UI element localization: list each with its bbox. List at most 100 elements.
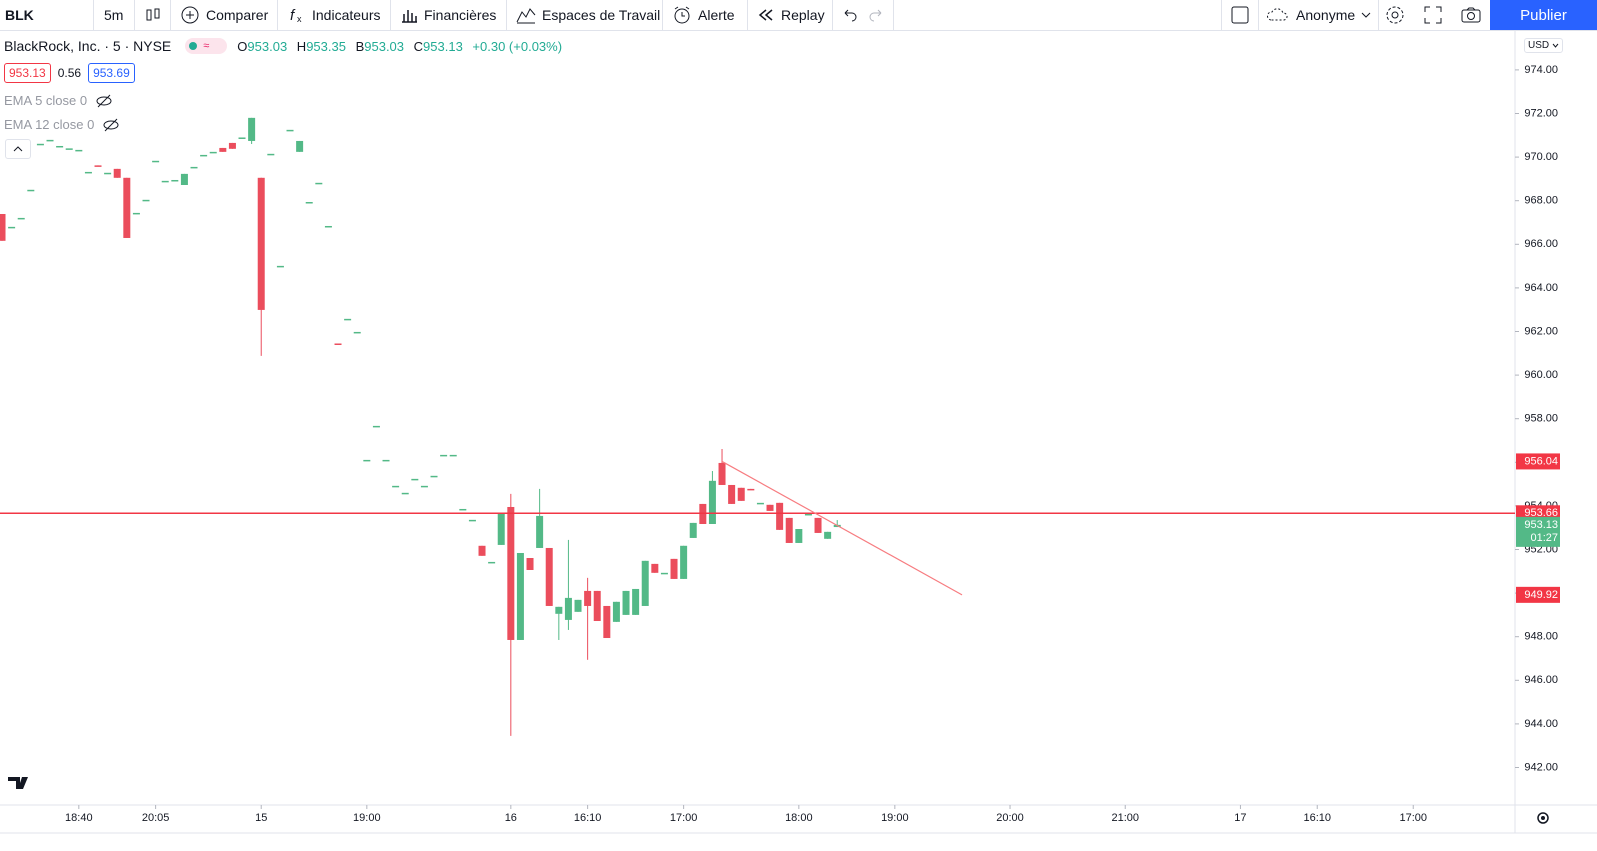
settings-button[interactable] bbox=[1384, 0, 1406, 30]
alert-button[interactable]: Alerte bbox=[672, 0, 735, 30]
financials-button[interactable]: Financières bbox=[400, 0, 496, 30]
indicators-label: Indicateurs bbox=[312, 7, 381, 23]
ask-button[interactable]: 953.69 bbox=[88, 63, 135, 83]
candle-body bbox=[238, 137, 246, 139]
x-tick-label: 15 bbox=[255, 812, 267, 824]
candle-body bbox=[536, 515, 544, 548]
candle-body bbox=[142, 199, 150, 202]
y-tick-label: 966.00 bbox=[1524, 238, 1558, 250]
candle-body bbox=[286, 129, 294, 132]
candle-body bbox=[65, 148, 73, 150]
y-tick-label: 958.00 bbox=[1524, 413, 1558, 425]
candle-body bbox=[420, 485, 428, 488]
interval[interactable]: 5m bbox=[104, 7, 124, 23]
y-tick-label: 972.00 bbox=[1524, 107, 1558, 119]
candle-body bbox=[545, 547, 553, 606]
candle-body bbox=[27, 189, 35, 192]
market-status[interactable]: ≈ bbox=[185, 38, 228, 54]
candle-body bbox=[468, 519, 476, 522]
quote-row: 953.13 0.56 953.69 bbox=[4, 63, 135, 83]
currency-button[interactable]: USD bbox=[1524, 38, 1564, 53]
candle-body bbox=[584, 590, 592, 606]
publish-button[interactable]: Publier bbox=[1490, 0, 1597, 30]
svg-text:f: f bbox=[290, 7, 296, 24]
x-tick-label: 20:05 bbox=[142, 812, 170, 824]
candle-body bbox=[497, 513, 505, 545]
candle-body bbox=[113, 168, 121, 178]
candle-body bbox=[632, 588, 640, 615]
x-tick-label: 20:00 bbox=[996, 812, 1024, 824]
candle-body bbox=[430, 475, 438, 478]
candle-body bbox=[804, 513, 812, 516]
candle-body bbox=[0, 213, 6, 241]
hidden-icon[interactable] bbox=[102, 118, 120, 132]
y-tick-label: 968.00 bbox=[1524, 195, 1558, 207]
ohlc: O953.03 H953.35 B953.03 C953.13 +0.30 (+… bbox=[237, 39, 568, 54]
candle-body bbox=[372, 425, 380, 428]
candle-body bbox=[747, 488, 755, 491]
compare-button[interactable]: Comparer bbox=[180, 0, 268, 30]
alert-label: Alerte bbox=[698, 7, 735, 23]
replay-button[interactable]: Replay bbox=[757, 0, 825, 30]
candle-body bbox=[603, 605, 611, 639]
price-tag: 949.92 bbox=[1524, 589, 1558, 601]
undo-button[interactable] bbox=[840, 0, 858, 30]
ohlc-key: B bbox=[355, 38, 365, 54]
last-price-bg bbox=[1516, 516, 1560, 547]
candle-body bbox=[651, 563, 659, 573]
separator bbox=[170, 0, 171, 30]
candle-body bbox=[564, 597, 572, 620]
candle-body bbox=[123, 177, 131, 238]
separator bbox=[277, 0, 278, 30]
candle-body bbox=[344, 318, 352, 321]
countdown: 01:27 bbox=[1530, 532, 1558, 544]
separator bbox=[506, 0, 507, 30]
legend-title: BlackRock, Inc. · 5 · NYSE bbox=[4, 38, 172, 54]
x-tick-label: 18:40 bbox=[65, 812, 93, 824]
fullscreen-button[interactable] bbox=[1423, 0, 1443, 30]
indicator-row: EMA 5 close 0 bbox=[4, 93, 113, 108]
y-tick-label: 944.00 bbox=[1524, 718, 1558, 730]
x-tick-label: 21:00 bbox=[1111, 812, 1139, 824]
price-tag-bg bbox=[1516, 586, 1560, 603]
account-button[interactable]: Anonyme bbox=[1266, 0, 1371, 30]
legend-header: BlackRock, Inc. · 5 · NYSE ≈ O953.03 H95… bbox=[4, 38, 568, 54]
candle-body bbox=[84, 171, 92, 174]
x-tick-label: 16 bbox=[505, 812, 517, 824]
redo-button[interactable] bbox=[868, 0, 886, 30]
snapshot-button[interactable] bbox=[1460, 0, 1482, 30]
settings-button[interactable] bbox=[1537, 812, 1549, 824]
workspaces-label: Espaces de Travail bbox=[542, 7, 661, 23]
candle-body bbox=[449, 454, 457, 457]
candle-body bbox=[574, 599, 582, 612]
indicators-button[interactable]: f x Indicateurs bbox=[288, 0, 380, 30]
candle-body bbox=[228, 142, 236, 149]
candle-body bbox=[334, 343, 342, 345]
layout-button[interactable] bbox=[1230, 0, 1250, 30]
bid-button[interactable]: 953.13 bbox=[4, 63, 51, 83]
collapse-legend-button[interactable] bbox=[5, 139, 31, 159]
workspaces-button[interactable]: Espaces de Travail bbox=[516, 0, 660, 30]
hidden-icon[interactable] bbox=[95, 94, 113, 108]
separator bbox=[747, 0, 748, 30]
candle-body bbox=[689, 522, 697, 538]
trend-line bbox=[721, 460, 963, 596]
candle-body bbox=[46, 139, 54, 142]
symbol[interactable]: BLK bbox=[5, 7, 34, 23]
candle-body bbox=[488, 561, 496, 564]
candle-body bbox=[680, 545, 688, 579]
last-price: 953.13 bbox=[1524, 519, 1558, 531]
ohlc-key: H bbox=[296, 38, 307, 54]
candle-body bbox=[305, 202, 313, 204]
y-tick-label: 948.00 bbox=[1524, 631, 1558, 643]
x-tick-label: 19:00 bbox=[881, 812, 909, 824]
financials-label: Financières bbox=[424, 7, 497, 23]
x-tick-label: 17 bbox=[1234, 812, 1246, 824]
chart-type-button[interactable] bbox=[144, 0, 162, 30]
y-tick-label: 974.00 bbox=[1524, 64, 1558, 76]
candle-body bbox=[94, 165, 102, 167]
candle-body bbox=[507, 506, 515, 640]
candle-body bbox=[555, 606, 563, 614]
